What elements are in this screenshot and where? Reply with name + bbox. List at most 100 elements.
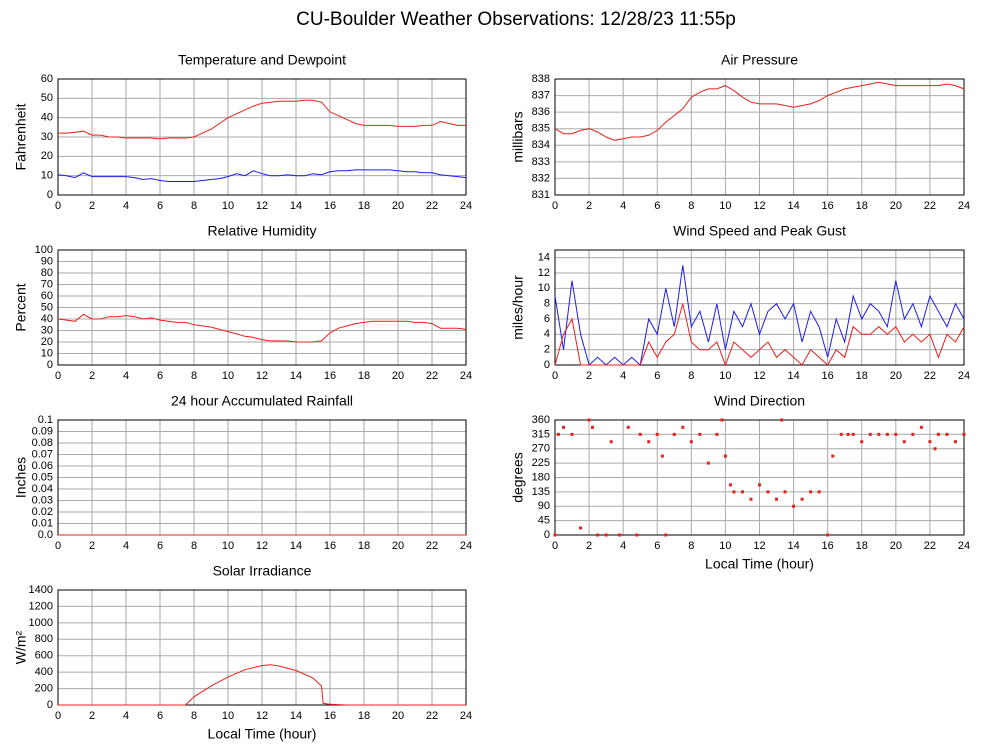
x-tick-label: 24: [460, 710, 472, 722]
data-point: [720, 418, 724, 422]
x-tick-label: 2: [89, 710, 95, 722]
x-tick-label: 20: [890, 540, 902, 552]
chart-title: Wind Direction: [714, 393, 805, 409]
data-point: [851, 432, 855, 436]
x-tick-label: 12: [753, 200, 765, 212]
y-tick-label: 836: [532, 106, 550, 118]
data-point: [626, 425, 630, 429]
data-point: [664, 533, 668, 537]
y-tick-label: 80: [41, 267, 53, 279]
x-tick-label: 8: [688, 200, 694, 212]
data-point: [638, 432, 642, 436]
y-tick-label: 1000: [29, 617, 53, 629]
data-point: [928, 440, 932, 444]
chart-title: Relative Humidity: [208, 223, 317, 239]
y-tick-label: 30: [41, 131, 53, 143]
x-tick-label: 8: [191, 540, 197, 552]
data-point: [792, 504, 796, 508]
data-point: [766, 490, 770, 494]
data-point: [609, 440, 613, 444]
x-tick-label: 20: [392, 710, 404, 722]
chart-title: Solar Irradiance: [213, 563, 312, 579]
y-tick-label: 835: [532, 123, 550, 135]
y-tick-label: 0.02: [32, 506, 53, 518]
x-tick-label: 8: [191, 710, 197, 722]
x-tick-label: 8: [191, 370, 197, 382]
y-tick-label: 20: [41, 150, 53, 162]
data-point: [877, 432, 881, 436]
y-tick-label: 1200: [29, 600, 53, 612]
x-tick-label: 4: [620, 540, 626, 552]
y-axis-label: Fahrenheit: [13, 103, 29, 170]
x-tick-label: 22: [924, 200, 936, 212]
x-tick-label: 24: [958, 200, 970, 212]
data-point: [809, 490, 813, 494]
x-tick-label: 14: [787, 370, 799, 382]
x-tick-label: 8: [688, 370, 694, 382]
chart-title: 24 hour Accumulated Rainfall: [171, 393, 353, 409]
x-tick-label: 24: [460, 540, 472, 552]
y-tick-label: 800: [35, 633, 53, 645]
y-tick-label: 838: [532, 73, 550, 85]
x-tick-label: 20: [392, 200, 404, 212]
data-point: [587, 418, 591, 422]
data-point: [953, 440, 957, 444]
y-tick-label: 40: [41, 313, 53, 325]
data-line: [554, 303, 965, 367]
data-point: [689, 440, 693, 444]
data-point: [936, 432, 940, 436]
y-axis-label: Inches: [13, 457, 29, 498]
x-tick-label: 22: [426, 540, 438, 552]
x-tick-label: 4: [620, 370, 626, 382]
data-point: [933, 447, 937, 451]
data-point: [831, 454, 835, 458]
x-axis-label: Local Time (hour): [705, 556, 814, 572]
x-tick-label: 24: [958, 540, 970, 552]
plot-frame: [554, 419, 965, 536]
y-tick-label: 12: [538, 267, 550, 279]
x-tick-label: 0: [55, 710, 61, 722]
data-point: [723, 454, 727, 458]
data-point: [604, 533, 608, 537]
data-point: [681, 425, 685, 429]
x-tick-label: 20: [392, 540, 404, 552]
x-tick-label: 20: [392, 370, 404, 382]
chart-title: Wind Speed and Peak Gust: [673, 223, 846, 239]
y-tick-label: 837: [532, 89, 550, 101]
x-tick-label: 14: [787, 540, 799, 552]
x-tick-label: 4: [123, 710, 129, 722]
data-point: [800, 497, 804, 501]
y-tick-label: 225: [532, 457, 550, 469]
x-tick-label: 8: [688, 540, 694, 552]
x-tick-label: 2: [89, 540, 95, 552]
data-point: [962, 432, 966, 436]
data-point: [783, 490, 787, 494]
x-tick-label: 18: [856, 200, 868, 212]
data-point: [732, 490, 736, 494]
x-tick-label: 12: [753, 540, 765, 552]
data-point: [846, 432, 850, 436]
x-tick-label: 18: [856, 540, 868, 552]
y-tick-label: 315: [532, 428, 550, 440]
data-point: [740, 490, 744, 494]
data-point: [590, 425, 594, 429]
x-tick-label: 22: [924, 540, 936, 552]
x-tick-label: 4: [123, 200, 129, 212]
x-tick-label: 8: [191, 200, 197, 212]
data-point: [570, 432, 574, 436]
y-tick-label: 833: [532, 156, 550, 168]
data-point: [579, 526, 583, 530]
data-point: [655, 432, 659, 436]
x-tick-label: 12: [256, 370, 268, 382]
x-tick-label: 12: [256, 540, 268, 552]
x-tick-label: 0: [55, 370, 61, 382]
x-tick-label: 22: [426, 370, 438, 382]
data-point: [868, 432, 872, 436]
y-tick-label: 4: [544, 328, 550, 340]
y-tick-label: 90: [41, 255, 53, 267]
x-tick-label: 18: [856, 370, 868, 382]
x-tick-label: 18: [358, 200, 370, 212]
y-tick-label: 400: [35, 666, 53, 678]
y-tick-label: 60: [41, 290, 53, 302]
data-point: [596, 533, 600, 537]
